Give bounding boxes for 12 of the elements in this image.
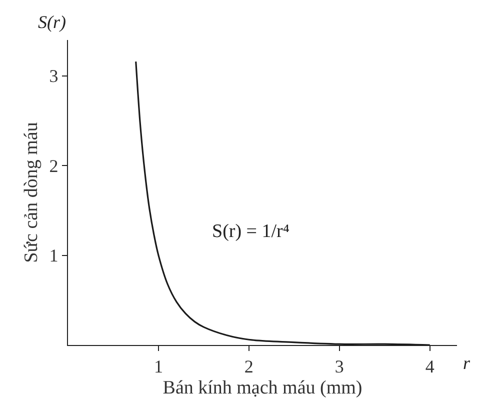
x-tick-label: 2 [244,356,254,377]
x-tick-label: 1 [154,356,163,377]
annotation: S(r) = 1/r⁴ [212,221,290,242]
y-tick-label: 1 [49,246,58,266]
x-tick-label: 3 [334,356,344,377]
x-tick-label: 4 [425,356,434,377]
y-tick-label: 3 [49,66,58,86]
text: S(r) [38,12,66,32]
y-axis-title: Sức cản dòng máu [21,122,42,263]
y-tick-label: 2 [49,156,58,176]
text: r [463,353,471,373]
x-axis-title: Bán kính mạch máu (mm) [162,378,362,398]
